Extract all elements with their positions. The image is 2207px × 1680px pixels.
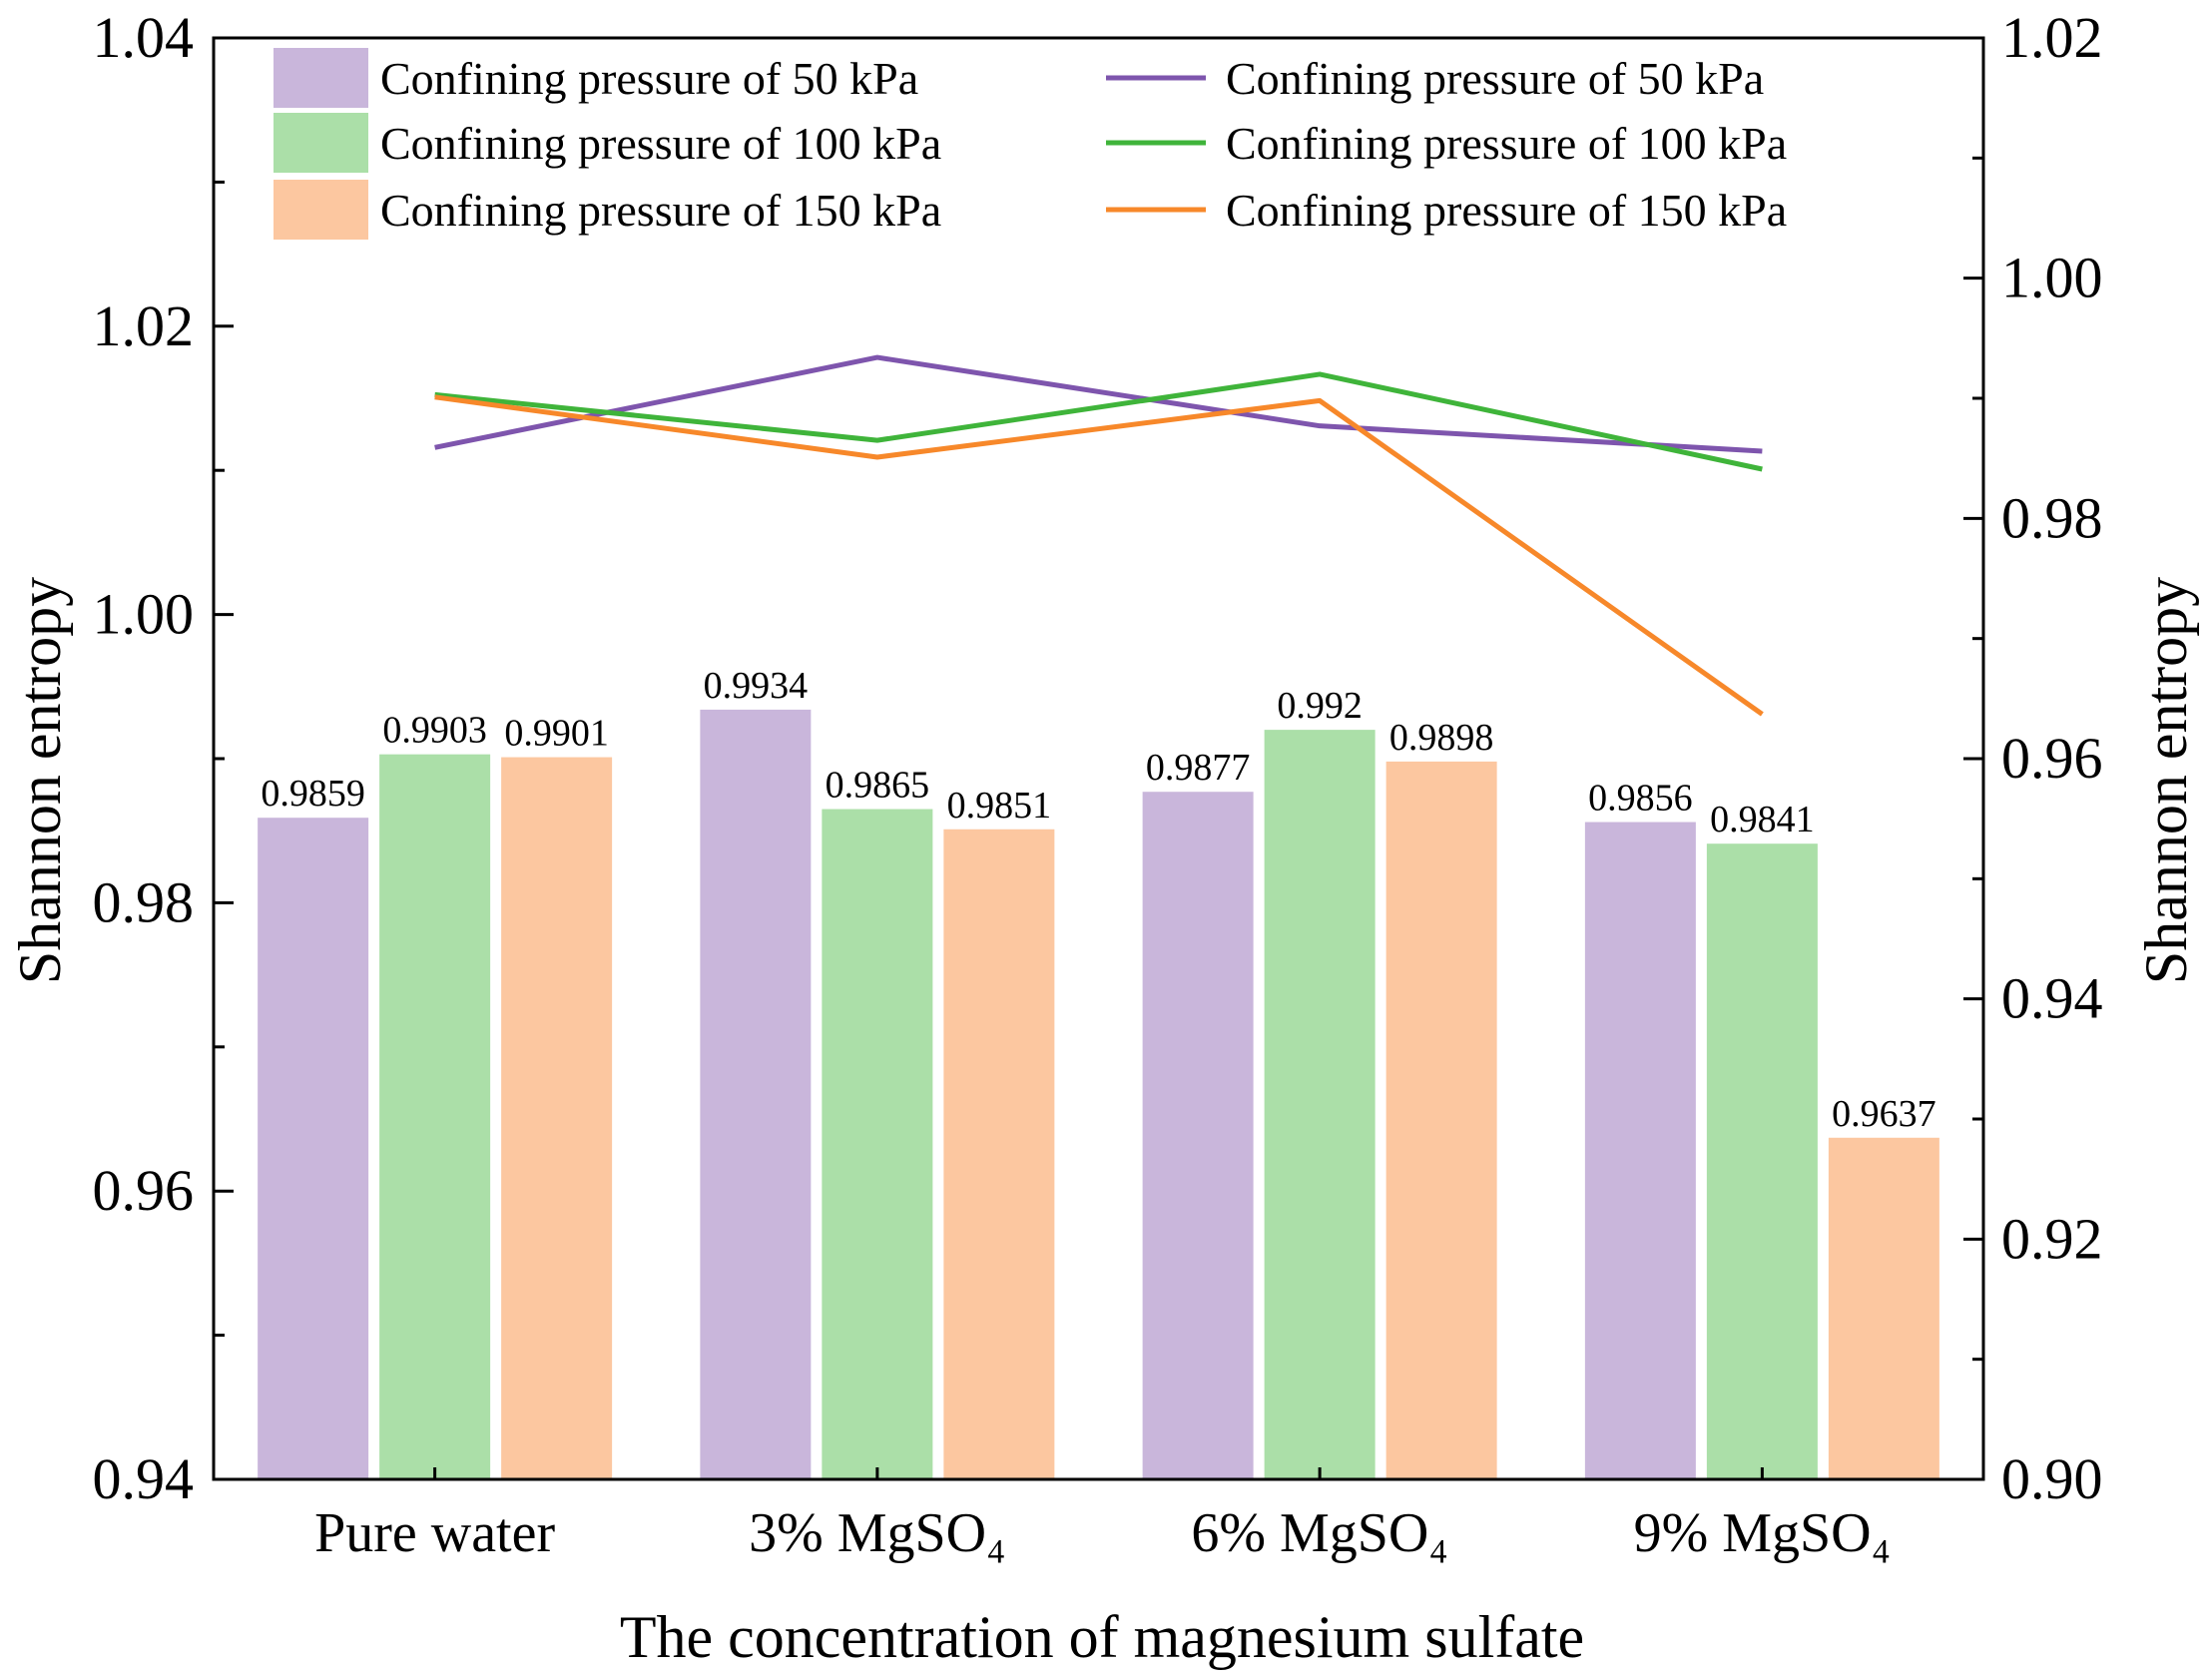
y-tick-label: 1.04 bbox=[93, 5, 195, 70]
lines-layer bbox=[434, 354, 1764, 717]
data-label: 0.9901 bbox=[504, 713, 609, 755]
data-label: 0.9856 bbox=[1588, 778, 1693, 820]
bar bbox=[1584, 822, 1696, 1479]
y2-axis-title: Shannon entropy bbox=[2133, 577, 2199, 984]
bar bbox=[258, 818, 369, 1479]
y2-tick-label: 1.00 bbox=[2001, 246, 2103, 310]
data-label: 0.9841 bbox=[1710, 799, 1815, 840]
legend: Confining pressure of 50 kPa Confining pr… bbox=[274, 48, 1787, 240]
bar bbox=[943, 829, 1055, 1479]
bar bbox=[1828, 1137, 1939, 1479]
legend-label: Confining pressure of 50 kPa bbox=[380, 53, 918, 104]
x-tick-label: 3% MgSO₄ bbox=[749, 1502, 1006, 1564]
data-label: 0.9898 bbox=[1389, 717, 1494, 759]
x-axis-title: The concentration of magnesium sulfate bbox=[620, 1604, 1584, 1670]
y2-tick-label: 0.94 bbox=[2001, 966, 2103, 1031]
axes-layer: 0.94 0.96 0.98 1.00 1.02 1.04 0.90 0.92 0.94 0.96… bbox=[93, 5, 2103, 1564]
bar bbox=[1385, 761, 1497, 1479]
y-tick-label: 1.02 bbox=[93, 293, 195, 358]
legend-swatch bbox=[274, 48, 368, 108]
legend-swatch bbox=[274, 113, 368, 173]
y2-tick-label: 0.90 bbox=[2001, 1446, 2103, 1511]
bar bbox=[379, 754, 491, 1479]
x-tick-label: Pure water bbox=[314, 1502, 555, 1564]
data-label: 0.9903 bbox=[382, 710, 487, 752]
legend-label: Confining pressure of 100 kPa bbox=[1226, 118, 1787, 169]
bar bbox=[822, 809, 933, 1479]
data-label: 0.9637 bbox=[1832, 1093, 1936, 1135]
y-tick-label: 0.94 bbox=[93, 1446, 195, 1511]
data-label: 0.9859 bbox=[261, 773, 365, 815]
y-tick-label: 0.98 bbox=[93, 869, 195, 934]
bars-layer bbox=[258, 709, 1939, 1479]
legend-label: Confining pressure of 50 kPa bbox=[1226, 53, 1764, 104]
bar bbox=[1142, 792, 1254, 1479]
data-label: 0.9934 bbox=[704, 665, 809, 707]
bar bbox=[1706, 843, 1818, 1479]
series-line bbox=[434, 354, 1763, 454]
bar bbox=[1264, 730, 1376, 1479]
y-tick-label: 1.00 bbox=[93, 582, 195, 647]
bar bbox=[700, 709, 812, 1479]
data-label: 0.9865 bbox=[826, 765, 930, 807]
y2-tick-label: 0.92 bbox=[2001, 1206, 2103, 1271]
data-label: 0.9877 bbox=[1146, 747, 1251, 789]
x-tick-label: 9% MgSO₄ bbox=[1634, 1502, 1892, 1564]
y-axis-title: Shannon entropy bbox=[7, 577, 73, 984]
y2-tick-label: 0.96 bbox=[2001, 726, 2103, 791]
series-line bbox=[434, 394, 1764, 717]
data-label: 0.992 bbox=[1277, 685, 1363, 727]
y2-tick-label: 1.02 bbox=[2001, 5, 2103, 70]
labels-layer: 0.9859 0.9934 0.9877 0.9856 0.9903 0.9865 0.99… bbox=[261, 665, 1935, 1135]
legend-label: Confining pressure of 150 kPa bbox=[1226, 185, 1787, 236]
data-label: 0.9851 bbox=[947, 785, 1052, 827]
bar bbox=[501, 757, 613, 1479]
legend-swatch bbox=[274, 180, 368, 240]
y-tick-label: 0.96 bbox=[93, 1158, 195, 1223]
legend-label: Confining pressure of 100 kPa bbox=[380, 118, 941, 169]
legend-label: Confining pressure of 150 kPa bbox=[380, 185, 941, 236]
y2-tick-label: 0.98 bbox=[2001, 485, 2103, 550]
series-line bbox=[434, 371, 1763, 472]
x-tick-label: 6% MgSO₄ bbox=[1191, 1502, 1448, 1564]
